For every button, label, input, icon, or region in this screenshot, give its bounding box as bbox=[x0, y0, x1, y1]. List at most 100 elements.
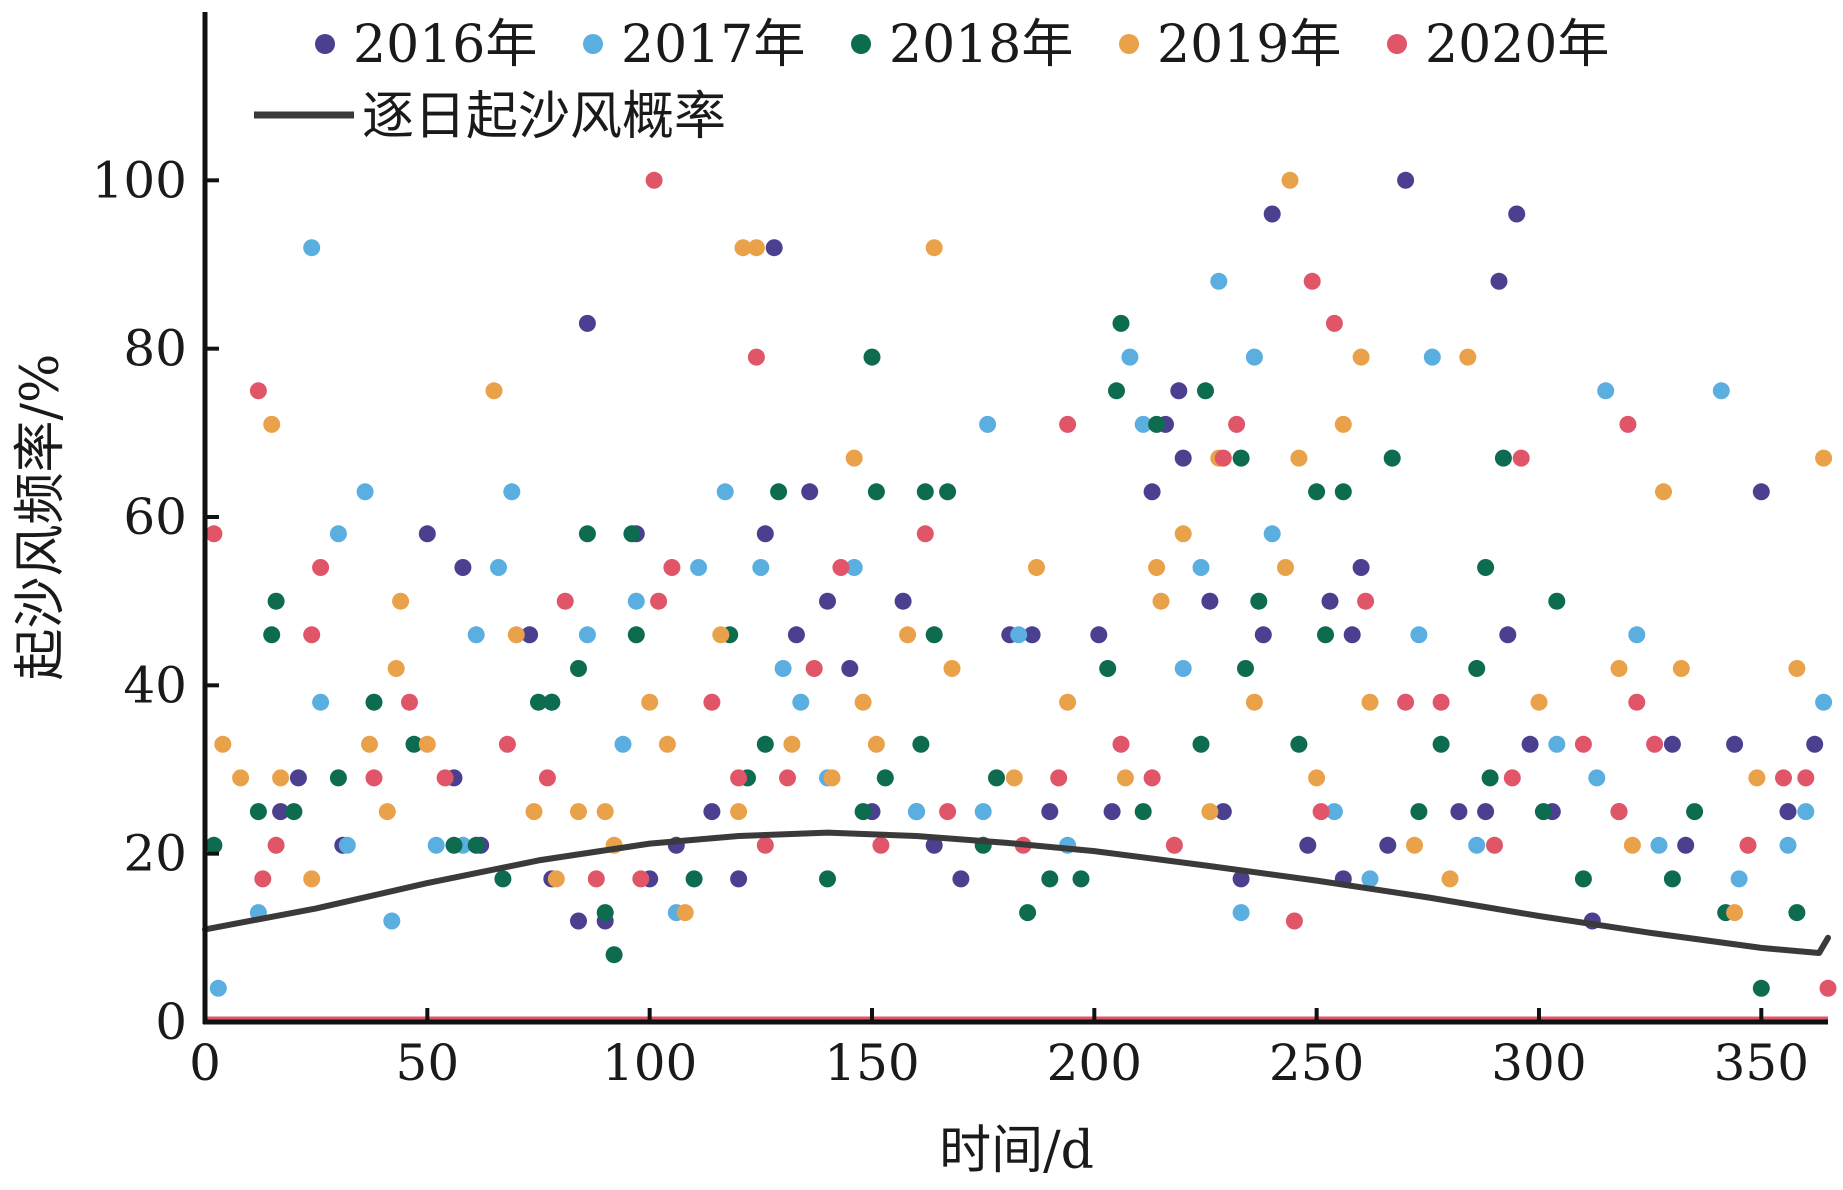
data-point-0-27 bbox=[952, 870, 970, 888]
data-point-2-15 bbox=[596, 904, 614, 922]
data-point-3-22 bbox=[734, 239, 752, 257]
data-point-3-57 bbox=[1726, 904, 1744, 922]
data-point-4-13 bbox=[632, 870, 650, 888]
data-point-1-5 bbox=[338, 836, 356, 854]
data-point-3-10 bbox=[485, 382, 503, 400]
data-point-3-31 bbox=[943, 660, 961, 677]
y-tick-label-3: 60 bbox=[123, 488, 187, 546]
data-point-1-33 bbox=[1192, 559, 1210, 576]
data-point-2-28 bbox=[876, 769, 894, 787]
data-point-3-47 bbox=[1352, 348, 1370, 366]
data-point-4-39 bbox=[1357, 592, 1375, 610]
x-tick-label-3: 150 bbox=[824, 1034, 919, 1092]
x-tick-label-7: 350 bbox=[1714, 1034, 1809, 1092]
data-point-1-47 bbox=[1650, 836, 1668, 854]
data-point-4-22 bbox=[805, 660, 823, 677]
data-point-0-36 bbox=[1174, 449, 1192, 467]
data-point-1-6 bbox=[356, 483, 374, 501]
data-point-2-41 bbox=[1134, 803, 1152, 821]
data-point-4-9 bbox=[498, 735, 516, 753]
data-point-3-56 bbox=[1672, 660, 1690, 677]
data-point-0-7 bbox=[521, 626, 539, 644]
data-point-2-18 bbox=[627, 626, 645, 644]
data-point-4-16 bbox=[663, 559, 681, 576]
data-point-4-23 bbox=[832, 559, 850, 576]
data-point-2-31 bbox=[925, 626, 943, 644]
legend-label-5: 逐日起沙风概率 bbox=[362, 87, 726, 147]
data-point-0-46 bbox=[1352, 559, 1370, 576]
data-point-4-18 bbox=[730, 769, 748, 787]
data-point-4-10 bbox=[538, 769, 556, 787]
data-point-2-30 bbox=[916, 483, 934, 501]
data-point-0-16 bbox=[730, 870, 748, 888]
data-point-2-52 bbox=[1383, 449, 1401, 467]
data-point-3-39 bbox=[1201, 803, 1219, 821]
data-point-2-66 bbox=[1752, 979, 1770, 997]
data-point-2-22 bbox=[756, 735, 774, 753]
legend-marker-1 bbox=[583, 34, 603, 54]
trend-line-layer bbox=[202, 829, 1831, 956]
data-point-0-42 bbox=[1299, 836, 1317, 854]
data-point-1-25 bbox=[908, 803, 925, 821]
data-point-0-52 bbox=[1499, 626, 1517, 644]
data-point-2-51 bbox=[1334, 483, 1352, 501]
data-point-0-57 bbox=[1663, 735, 1681, 753]
data-point-3-44 bbox=[1290, 449, 1308, 467]
y-tick-label-5: 100 bbox=[92, 151, 187, 209]
data-point-4-35 bbox=[1285, 912, 1303, 930]
data-point-3-41 bbox=[1245, 693, 1263, 711]
data-point-3-51 bbox=[1459, 348, 1477, 366]
data-point-4-5 bbox=[312, 559, 330, 576]
data-point-3-2 bbox=[263, 415, 281, 433]
data-point-1-0 bbox=[209, 979, 227, 997]
data-point-3-29 bbox=[899, 626, 917, 644]
data-point-1-32 bbox=[1174, 660, 1192, 677]
data-point-1-34 bbox=[1210, 272, 1228, 290]
data-point-1-2 bbox=[303, 239, 321, 257]
legend-label-3: 2019年 bbox=[1157, 15, 1341, 75]
data-point-1-48 bbox=[1712, 382, 1730, 400]
data-point-3-55 bbox=[1655, 483, 1672, 501]
data-point-2-63 bbox=[1663, 870, 1681, 888]
data-point-4-4 bbox=[303, 626, 321, 644]
data-point-3-17 bbox=[641, 693, 659, 711]
data-point-0-47 bbox=[1379, 836, 1397, 854]
data-point-2-27 bbox=[867, 483, 885, 501]
data-point-2-53 bbox=[1410, 803, 1428, 821]
data-point-0-51 bbox=[1490, 272, 1508, 290]
data-point-4-26 bbox=[939, 803, 957, 821]
data-point-3-34 bbox=[1059, 693, 1077, 711]
data-point-3-9 bbox=[418, 735, 436, 753]
data-point-4-28 bbox=[1050, 769, 1068, 787]
data-point-3-45 bbox=[1308, 769, 1326, 787]
data-point-0-48 bbox=[1397, 171, 1415, 189]
data-point-3-14 bbox=[570, 803, 587, 821]
data-point-2-17 bbox=[623, 525, 641, 543]
data-point-0-32 bbox=[1103, 803, 1121, 821]
data-point-3-36 bbox=[1148, 559, 1166, 576]
data-point-3-0 bbox=[214, 735, 232, 753]
data-point-2-25 bbox=[854, 803, 872, 821]
data-point-4-48 bbox=[1628, 693, 1646, 711]
data-point-2-45 bbox=[1232, 449, 1250, 467]
data-point-2-46 bbox=[1237, 660, 1254, 677]
data-point-0-30 bbox=[1041, 803, 1059, 821]
data-point-4-8 bbox=[436, 769, 454, 787]
data-point-1-49 bbox=[1730, 870, 1748, 888]
data-point-0-43 bbox=[1321, 592, 1339, 610]
data-point-4-40 bbox=[1397, 693, 1415, 711]
data-point-3-18 bbox=[658, 735, 676, 753]
data-point-3-53 bbox=[1610, 660, 1628, 677]
data-point-2-36 bbox=[1041, 870, 1059, 888]
data-point-3-43 bbox=[1281, 171, 1299, 189]
data-point-2-2 bbox=[263, 626, 281, 644]
data-point-0-21 bbox=[819, 592, 836, 610]
data-point-2-58 bbox=[1494, 449, 1512, 467]
data-point-4-24 bbox=[872, 836, 890, 854]
axes: 0 50 100 150 200 250 300 350 0 20 40 60 80 100 bbox=[92, 12, 1828, 1092]
data-point-0-38 bbox=[1214, 803, 1232, 821]
data-point-1-52 bbox=[1815, 693, 1833, 711]
data-point-2-32 bbox=[939, 483, 957, 501]
